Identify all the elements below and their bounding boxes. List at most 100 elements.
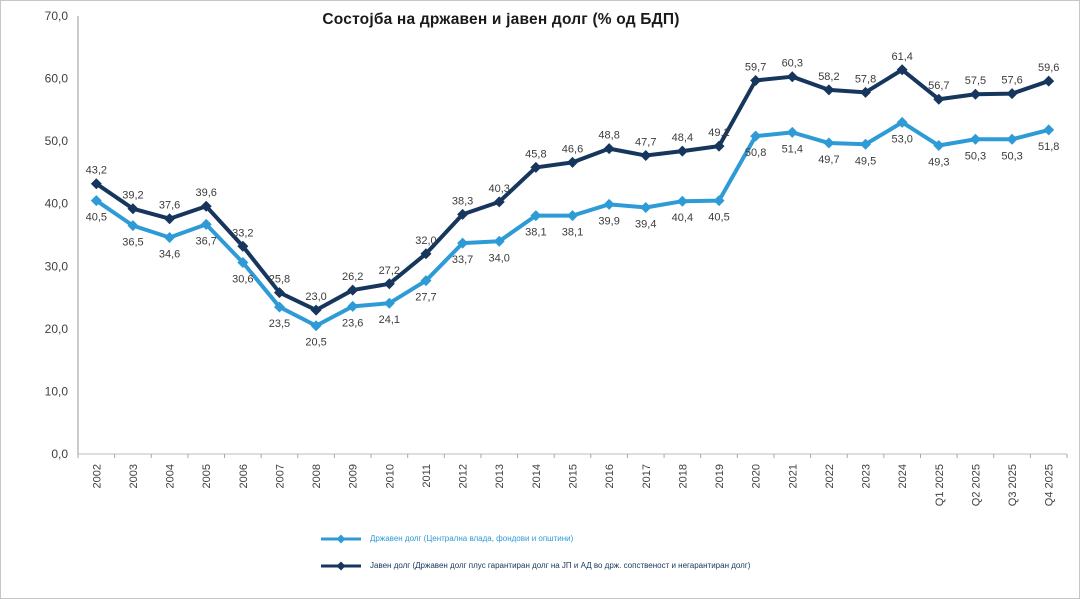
y-tick-label: 70,0 [45,9,69,23]
data-label: 36,7 [195,235,216,247]
data-point-marker [860,86,872,98]
data-label: 50,3 [1001,150,1022,162]
x-tick-label: 2007 [274,464,286,488]
legend-item-public-debt: Јавен долг (Државен долг плус гарантиран… [321,552,750,579]
data-label: 27,2 [379,265,400,277]
x-tick-label: 2014 [531,464,543,488]
x-tick-label: 2005 [201,464,213,488]
data-point-marker [896,116,908,128]
data-point-marker [676,145,688,157]
data-point-marker [310,304,322,316]
x-tick-label: 2016 [604,464,616,488]
data-label: 51,4 [782,143,803,155]
data-point-marker [969,88,981,100]
data-point-marker [90,178,102,190]
data-label: 58,2 [818,71,839,83]
data-point-marker [237,240,249,252]
data-point-marker [310,320,322,332]
x-tick-label: Q2 2025 [970,464,982,506]
legend-item-state-debt: Државен долг (Централна влада, фондови и… [321,525,750,552]
data-label: 39,6 [195,187,216,199]
data-point-marker [860,138,872,150]
data-label: 25,8 [269,274,290,286]
x-tick-label: 2002 [91,464,103,488]
data-label: 37,6 [159,200,180,212]
data-label: 40,5 [708,212,729,224]
data-label: 49,5 [855,155,876,167]
data-label: 27,7 [415,292,436,304]
data-point-marker [567,210,578,222]
line-diamond-marker-icon [321,561,361,570]
data-point-marker [457,208,469,220]
data-label: 40,3 [489,183,510,195]
x-tick-label: Q3 2025 [1007,464,1019,506]
chart-legend: Државен долг (Централна влада, фондови и… [321,525,750,579]
x-tick-label: 2018 [677,464,689,488]
line-diamond-marker-icon [321,534,361,543]
x-tick-label: Q1 2025 [934,464,946,506]
data-label: 38,3 [452,195,473,207]
data-point-marker [823,137,835,149]
data-label: 38,1 [562,227,583,239]
x-tick-label: 2006 [238,464,250,488]
x-tick-label: 2013 [494,464,506,488]
data-label: 34,6 [159,249,180,261]
x-tick-label: 2017 [641,464,653,488]
data-label: 61,4 [891,51,912,63]
data-label: 23,0 [305,291,326,303]
data-point-marker [273,301,285,313]
data-point-marker [640,150,652,162]
y-tick-label: 30,0 [45,259,69,273]
data-label: 33,2 [232,227,253,239]
data-point-marker [347,284,359,296]
x-tick-label: 2011 [421,464,433,488]
data-label: 50,3 [965,150,986,162]
y-tick-label: 50,0 [45,134,69,148]
x-tick-label: 2015 [568,464,580,488]
x-tick-label: 2012 [458,464,470,488]
data-label: 56,7 [928,80,949,92]
data-point-marker [933,93,945,105]
data-label: 36,5 [122,237,143,249]
legend-label-state-debt: Државен долг (Централна влада, фондови и… [370,534,574,543]
data-point-marker [603,143,615,155]
data-point-marker [750,74,762,86]
x-tick-label: 2024 [897,464,909,488]
data-point-marker [1043,75,1055,87]
data-point-marker [786,126,798,138]
data-point-marker [640,201,652,213]
data-point-marker [567,156,578,168]
data-label: 20,5 [305,337,326,349]
data-point-marker [603,198,615,210]
data-point-marker [1006,133,1018,145]
data-label: 39,9 [598,215,619,227]
x-tick-label: 2023 [861,464,873,488]
x-tick-label: 2019 [714,464,726,488]
x-tick-label: 2004 [165,464,177,488]
data-point-marker [713,140,725,152]
data-label: 48,8 [598,130,619,142]
data-label: 48,4 [672,132,693,144]
legend-label-public-debt: Јавен долг (Државен долг плус гарантиран… [370,561,751,570]
data-point-marker [383,278,395,290]
data-point-marker [164,213,176,225]
data-point-marker [493,196,505,208]
data-label: 50,8 [745,147,766,159]
data-point-marker [933,140,945,152]
chart-title: Состојба на државен и јавен долг (% од Б… [322,11,680,28]
data-label: 45,8 [525,148,546,160]
data-point-marker [127,203,139,215]
data-label: 34,0 [489,252,510,264]
data-point-marker [969,133,981,145]
y-tick-label: 10,0 [45,384,69,398]
data-label: 57,8 [855,73,876,85]
data-label: 24,1 [379,314,400,326]
y-tick-label: 20,0 [45,322,69,336]
data-point-marker [383,297,395,309]
data-point-marker [457,237,469,249]
data-point-marker [237,257,249,269]
data-point-marker [530,210,542,222]
data-label: 57,6 [1001,75,1022,87]
data-label: 40,4 [672,212,693,224]
